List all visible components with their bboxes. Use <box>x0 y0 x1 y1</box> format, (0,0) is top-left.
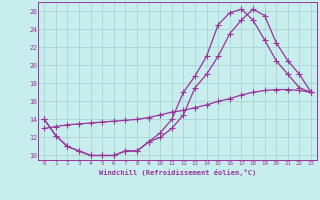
X-axis label: Windchill (Refroidissement éolien,°C): Windchill (Refroidissement éolien,°C) <box>99 169 256 176</box>
